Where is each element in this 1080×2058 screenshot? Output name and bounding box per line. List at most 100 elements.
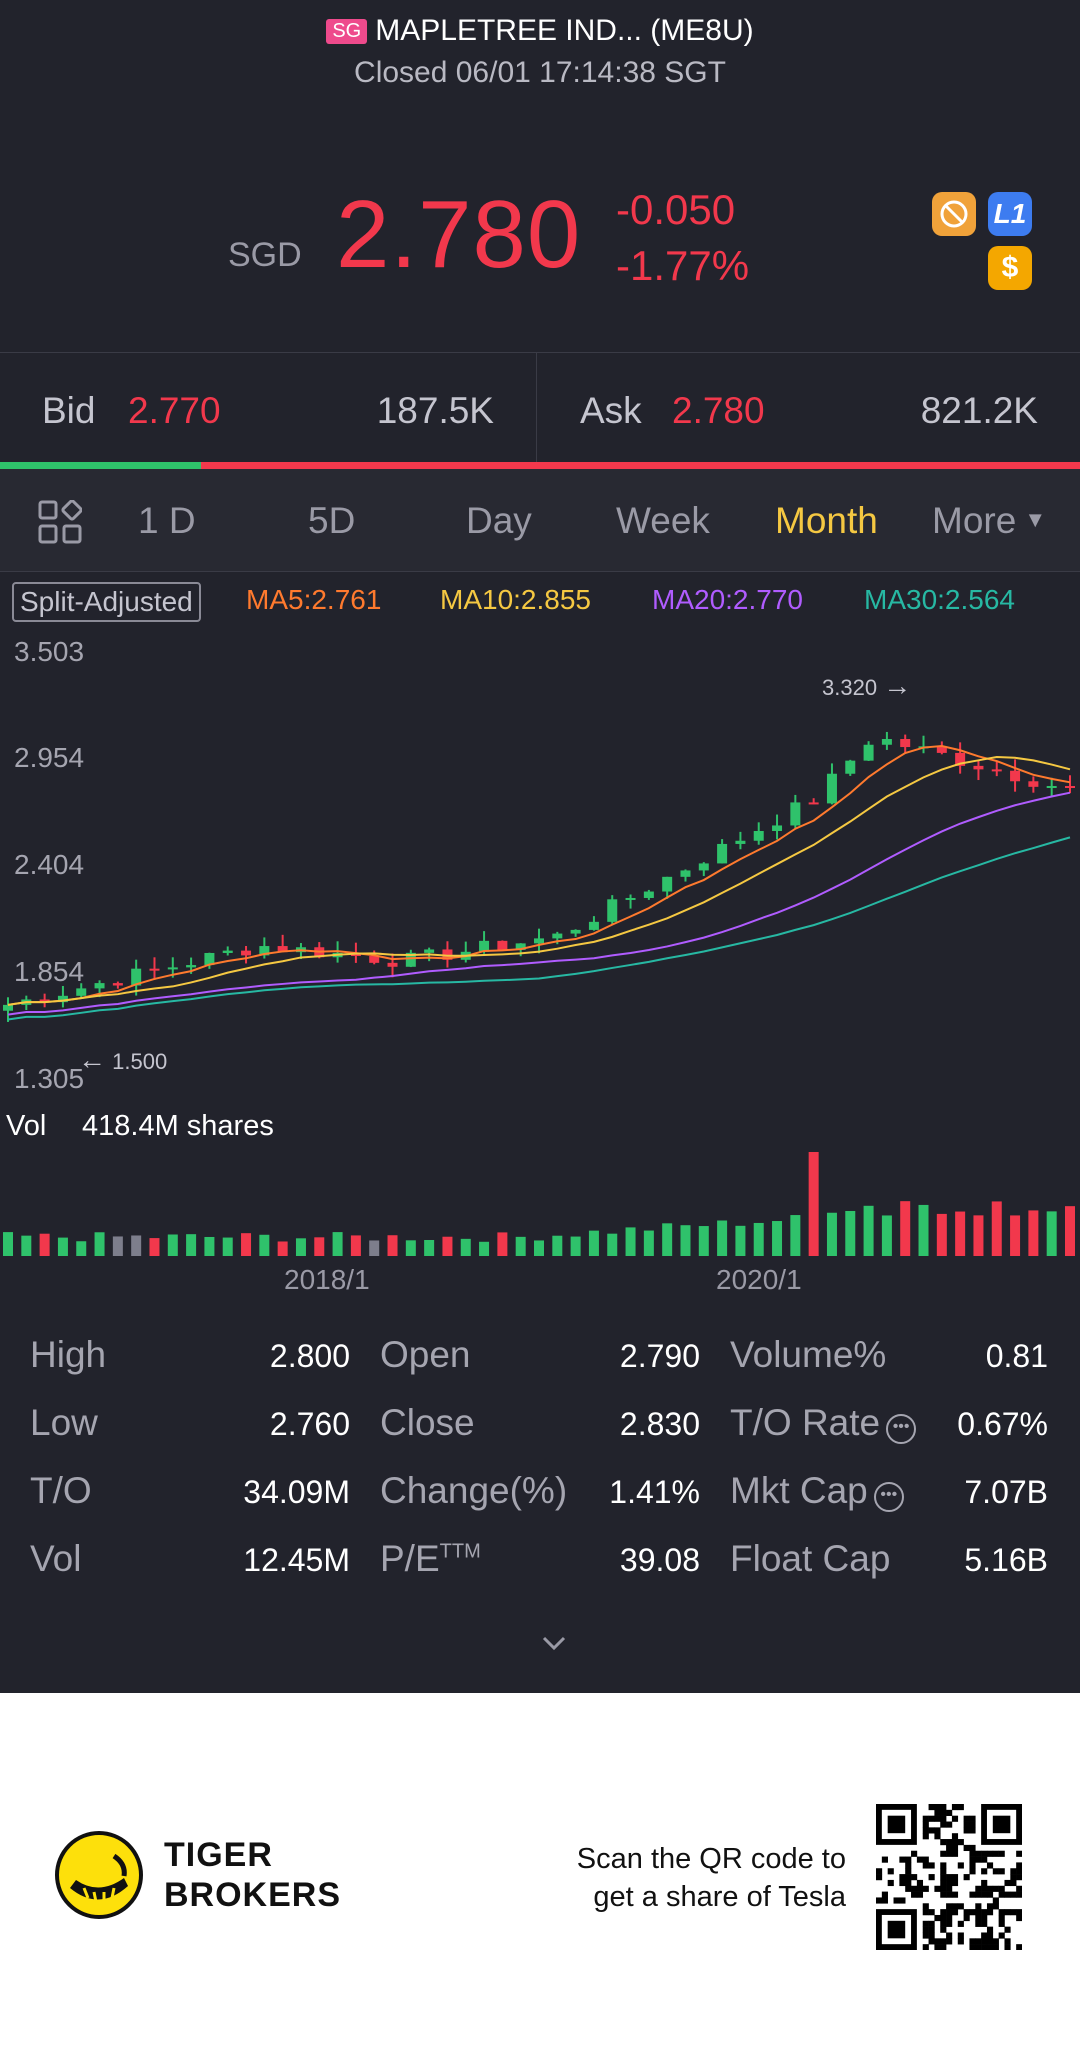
- candle-body: [991, 769, 1002, 772]
- volume-bar: [1010, 1215, 1021, 1256]
- volume-bar: [387, 1235, 398, 1256]
- candle-body: [1065, 786, 1075, 789]
- low-marker: ← 1.500: [78, 1044, 167, 1076]
- candle-body: [39, 999, 50, 1003]
- volume-bar: [735, 1225, 746, 1256]
- torate-value: 0.67%: [957, 1406, 1048, 1442]
- split-adjusted-toggle[interactable]: Split-Adjusted: [12, 582, 201, 622]
- volume-bar: [112, 1236, 123, 1256]
- open-label: Open: [380, 1334, 471, 1375]
- arrow-right-icon: →: [883, 670, 912, 701]
- pe-label: P/ETTM: [380, 1538, 481, 1580]
- x-tick: 2020/1: [716, 1264, 802, 1295]
- candle-body: [167, 967, 178, 970]
- candle-body: [534, 938, 544, 944]
- candle-body: [790, 802, 801, 826]
- volume-bar: [662, 1223, 673, 1256]
- divider: [0, 571, 1080, 572]
- more-info-icon[interactable]: •••: [873, 1482, 904, 1512]
- volume-bar: [881, 1215, 892, 1256]
- ma30-value: MA30:2.564: [864, 584, 1015, 615]
- volume-pct-label: Volume%: [730, 1334, 887, 1375]
- volume-bar: [39, 1233, 50, 1256]
- bid-ask-ratio-bar: [0, 462, 1080, 469]
- market-tag: SG: [326, 19, 368, 44]
- low-marker-value: 1.500: [112, 1049, 168, 1074]
- open-value: 2.790: [619, 1338, 700, 1374]
- tab-day[interactable]: Day: [466, 500, 532, 541]
- high-marker-value: 3.320: [822, 675, 878, 700]
- volume-bar: [900, 1201, 911, 1256]
- tab-week[interactable]: Week: [616, 500, 710, 541]
- candle-body: [259, 946, 270, 956]
- change-value: 1.41%: [609, 1474, 700, 1510]
- pe-value: 39.08: [619, 1542, 700, 1578]
- volume-bar: [3, 1232, 13, 1256]
- expand-chevron-icon[interactable]: [536, 1632, 572, 1656]
- brand-line2: BROKERS: [164, 1876, 342, 1914]
- shortable-icon[interactable]: [932, 192, 976, 236]
- y-tick: 2.404: [14, 849, 85, 880]
- promo-line1: Scan the QR code to: [576, 1843, 846, 1875]
- ma20-value: MA20:2.770: [652, 584, 803, 615]
- torate-label: T/O Rate •••: [730, 1402, 917, 1444]
- candle-body: [241, 950, 252, 956]
- volume-bar: [515, 1236, 526, 1256]
- candle-body: [1028, 781, 1039, 787]
- more-info-icon[interactable]: •••: [886, 1414, 917, 1444]
- candle-body: [442, 949, 453, 960]
- candle-body: [808, 802, 819, 805]
- ma5-line: [7, 745, 1071, 1006]
- low-label: Low: [30, 1402, 98, 1443]
- qr-code-icon[interactable]: [876, 1804, 1022, 1950]
- level1-badge[interactable]: L1: [988, 192, 1032, 236]
- volume-label: Vol: [6, 1110, 47, 1142]
- tab-5d[interactable]: 5D: [308, 500, 356, 541]
- candle-body: [3, 1004, 13, 1011]
- close-value: 2.830: [619, 1406, 700, 1442]
- mktcap-value: 7.07B: [964, 1474, 1048, 1510]
- volume-bar: [753, 1222, 764, 1256]
- bid-price: 2.770: [128, 390, 221, 431]
- volume-bar: [350, 1235, 361, 1256]
- volume-bar: [845, 1210, 856, 1256]
- high-label: High: [30, 1334, 107, 1375]
- grid-layout-icon[interactable]: [38, 499, 83, 544]
- tab-1d[interactable]: 1 D: [138, 500, 196, 541]
- volume-bar: [149, 1238, 160, 1256]
- last-price: 2.780: [336, 181, 582, 288]
- high-value: 2.800: [269, 1338, 350, 1374]
- currency-label: SGD: [228, 236, 302, 274]
- dollar-badge[interactable]: $: [988, 246, 1032, 290]
- tab-more[interactable]: More ▼: [932, 500, 1046, 542]
- arrow-left-icon: ←: [78, 1044, 106, 1075]
- volume-bar: [625, 1227, 636, 1256]
- candle-body: [936, 746, 947, 753]
- candle-body: [204, 952, 215, 966]
- volume-bar: [643, 1230, 654, 1256]
- candle-body: [277, 946, 288, 953]
- volume-bar: [314, 1237, 325, 1256]
- turnover-label: T/O: [30, 1470, 92, 1511]
- volume-bar: [186, 1234, 197, 1256]
- volume-chart[interactable]: [0, 1140, 1080, 1256]
- volume-bar: [772, 1221, 783, 1256]
- candlestick-chart[interactable]: [0, 630, 1080, 1100]
- x-tick: 2018/1: [284, 1264, 370, 1295]
- volume-bar: [1028, 1210, 1039, 1256]
- ma20-line: [7, 791, 1071, 1016]
- tab-month[interactable]: Month: [775, 500, 878, 541]
- candle-body: [76, 988, 87, 996]
- divider: [536, 352, 537, 462]
- volume-bar: [277, 1241, 288, 1256]
- ma10-line: [7, 756, 1071, 1006]
- volume-bar: [460, 1238, 471, 1256]
- candle-body: [826, 773, 837, 804]
- brand-line1: TIGER: [164, 1836, 273, 1874]
- volume-bar: [424, 1239, 435, 1256]
- volume-bar: [21, 1235, 32, 1256]
- bid-ratio-fill: [0, 462, 201, 469]
- volume-bar: [1046, 1211, 1057, 1256]
- candle-body: [479, 940, 490, 952]
- candle-body: [369, 956, 380, 963]
